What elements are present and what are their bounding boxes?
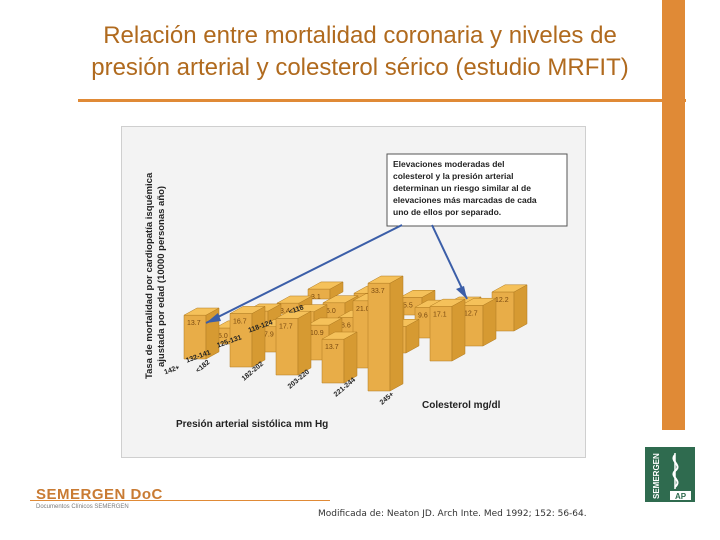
bar-value-label: 17.1 xyxy=(433,311,447,318)
bp-tick-label: <118 xyxy=(288,304,305,316)
annotation-arrow-left-head xyxy=(206,313,221,323)
chart-3d-bars: Tasa de mortalidad por cardiopatía isqué… xyxy=(144,153,568,430)
slide-title: Relación entre mortalidad coronaria y ni… xyxy=(40,20,680,84)
chol-tick-label: <182 xyxy=(195,359,212,375)
annotation-text-line: elevaciones más marcadas de cada xyxy=(393,195,537,205)
bar-front-face xyxy=(367,282,391,392)
semergen-ap-badge: SEMERGEN AP xyxy=(645,447,695,502)
badge-text: SEMERGEN xyxy=(652,453,661,499)
bar-top-face xyxy=(306,317,343,326)
y-axis-label-1: Tasa de mortalidad por cardiopatía isqué… xyxy=(144,172,155,379)
bar-top-face xyxy=(183,307,220,316)
bar: 12.2 xyxy=(491,284,528,332)
bar-top-face xyxy=(322,295,359,304)
accent-bar xyxy=(662,0,685,430)
bar-top-face xyxy=(460,297,497,306)
bar-value-label: 12.7 xyxy=(464,310,478,317)
bar-side-face xyxy=(389,275,404,392)
bar-value-label: 13.7 xyxy=(187,320,201,327)
bar-side-face xyxy=(343,331,358,384)
title-line-2: presión arterial y colesterol sérico (es… xyxy=(91,54,629,81)
bar-value-label: 9.6 xyxy=(418,312,428,319)
bar: 16.7 xyxy=(229,305,266,368)
bar-value-label: 10.9 xyxy=(310,330,324,337)
annotation-arrow-left xyxy=(205,224,403,324)
bar-value-label: 5.5 xyxy=(403,302,413,309)
annotation-text-line: determinan un riesgo similar al de xyxy=(393,183,531,193)
bar-value-label: 7.9 xyxy=(264,332,274,339)
bar-top-face xyxy=(229,306,266,314)
annotation-text-line: uno de ellos por separado. xyxy=(393,207,501,217)
bar-top-face xyxy=(429,298,466,307)
bar: 17.7 xyxy=(275,310,312,376)
bar: 13.7 xyxy=(321,331,358,384)
x-axis-label: Presión arterial sistólica mm Hg xyxy=(176,419,328,430)
logo-main-text: SEMERGEN DoC xyxy=(36,486,163,503)
badge-ap: AP xyxy=(675,492,687,501)
bar-value-label: 8.6 xyxy=(341,322,351,329)
bar-value-label: 12.2 xyxy=(495,297,509,304)
bar-side-face xyxy=(482,297,497,347)
z-axis-label: Colesterol mg/dl xyxy=(422,400,501,411)
bar-side-face xyxy=(297,310,312,376)
annotation-box xyxy=(386,153,568,227)
annotation-arrow-right-head xyxy=(456,286,467,299)
bar: 17.1 xyxy=(429,298,466,362)
annotation-text-line: colesterol y la presión arterial xyxy=(393,171,513,181)
bar-top-face xyxy=(307,281,344,290)
bar-top-face xyxy=(491,284,528,293)
bar-top-face xyxy=(367,275,404,284)
bar-value-label: 5.0 xyxy=(218,333,228,340)
bar-side-face xyxy=(451,298,466,362)
bar: 3.1 xyxy=(307,281,344,301)
bar-top-face xyxy=(399,290,436,298)
bar-side-face xyxy=(513,284,528,332)
bar-value-label: 6.0 xyxy=(326,308,336,315)
bar-value-label: 17.7 xyxy=(279,323,293,330)
footer-divider xyxy=(30,500,330,501)
bar-value-label: 33.7 xyxy=(371,288,385,295)
semergen-doc-logo: SEMERGEN DoC Documentos Clínicos SEMERGE… xyxy=(36,486,163,510)
chart-figure: Tasa de mortalidad por cardiopatía isqué… xyxy=(121,126,586,458)
bar-top-face xyxy=(276,295,313,304)
bar-top-face xyxy=(275,310,312,319)
bar-value-label: 3.4 xyxy=(280,308,290,315)
bar-top-face xyxy=(321,331,358,340)
bar-value-label: 21.0 xyxy=(356,306,370,313)
y-axis-label-2: ajustada por edad (10000 personas año) xyxy=(156,186,167,367)
annotation-arrow-right xyxy=(431,224,468,300)
source-citation: Modificada de: Neaton JD. Arch Inte. Med… xyxy=(318,509,587,519)
bp-tick-label: 142+ xyxy=(163,364,180,376)
bar-side-face xyxy=(251,305,266,368)
annotation-text-line: Elevaciones moderadas del xyxy=(393,159,505,169)
bar-value-label: 16.7 xyxy=(233,319,247,326)
bar-value-label: 3.1 xyxy=(311,294,321,301)
chol-tick-label: 245+ xyxy=(379,391,396,407)
bar-value-label: 13.7 xyxy=(325,344,339,351)
logo-sub-text: Documentos Clínicos SEMERGEN xyxy=(36,504,129,510)
title-divider xyxy=(78,99,686,102)
title-line-1: Relación entre mortalidad coronaria y ni… xyxy=(103,22,617,49)
bar: 12.7 xyxy=(460,297,497,347)
bar: 33.7 xyxy=(367,275,404,392)
bar: 13.7 xyxy=(183,307,220,360)
bar: 5.5 xyxy=(399,289,436,316)
